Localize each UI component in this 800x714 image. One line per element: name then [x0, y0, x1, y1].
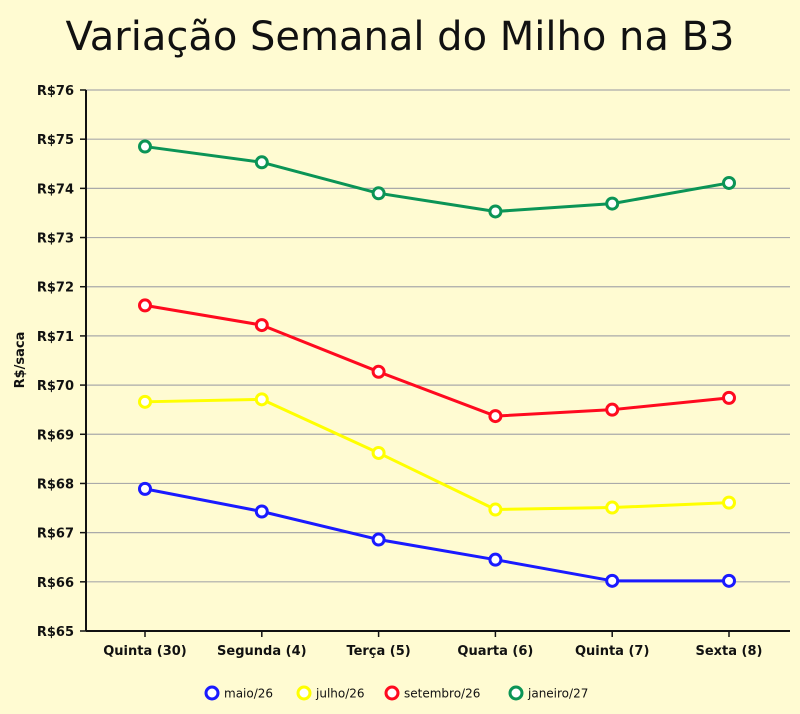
data-point	[254, 318, 269, 333]
legend-item: maio/26	[204, 685, 273, 701]
data-point	[371, 445, 386, 460]
series-julho-26	[138, 392, 736, 517]
series-line	[144, 397, 730, 512]
y-tick-labels: R$65 R$66 R$67 R$68 R$69 R$70 R$71 R$72 R$73 R$74…	[37, 84, 74, 640]
legend-item: setembro/26	[384, 685, 480, 701]
y-axis-title: R$/saca	[13, 332, 28, 389]
series-setembro-26	[138, 298, 736, 424]
data-point	[605, 573, 620, 588]
data-point	[722, 573, 736, 588]
series-group	[138, 139, 736, 588]
y-tick-label: R$70	[37, 379, 74, 394]
legend-marker	[296, 685, 312, 701]
data-point	[138, 394, 152, 409]
data-point	[254, 392, 269, 407]
data-point	[722, 390, 736, 405]
y-tick-label: R$67	[37, 527, 74, 542]
x-tick-labels: Quinta (30) Segunda (4) Terça (5) Quarta (6…	[103, 644, 762, 659]
data-point	[605, 196, 620, 211]
data-point	[488, 502, 503, 517]
legend-label: janeiro/27	[527, 687, 588, 701]
x-tick-label: Quinta (7)	[575, 644, 649, 659]
y-tick-label: R$76	[37, 84, 74, 99]
data-point	[254, 504, 269, 519]
data-point	[605, 500, 620, 515]
data-point	[605, 402, 620, 417]
data-point	[488, 409, 503, 424]
legend: maio/26 julho/26 setembro/26 janeiro/27	[204, 685, 588, 701]
legend-item: julho/26	[296, 685, 365, 701]
y-tick-label: R$71	[37, 330, 74, 345]
y-tick-label: R$72	[37, 281, 74, 296]
data-point	[138, 298, 152, 313]
data-point	[488, 552, 503, 567]
legend-label: maio/26	[224, 687, 273, 701]
y-tick-label: R$74	[37, 182, 74, 197]
data-point	[371, 532, 386, 547]
data-point	[371, 364, 386, 379]
legend-label: julho/26	[315, 687, 365, 701]
data-point	[722, 495, 736, 510]
legend-marker	[384, 685, 400, 701]
x-tick-label: Quinta (30)	[103, 644, 187, 659]
data-point	[138, 481, 152, 496]
data-point	[138, 139, 152, 154]
legend-label: setembro/26	[404, 687, 480, 701]
series-line	[144, 145, 730, 213]
data-point	[371, 186, 386, 201]
y-tick-label: R$75	[37, 133, 74, 148]
series-line	[144, 303, 730, 418]
y-tick-label: R$65	[37, 625, 74, 640]
y-tick-label: R$73	[37, 232, 74, 247]
series-maio-26	[138, 481, 736, 588]
legend-marker	[508, 685, 524, 701]
series-janeiro-27	[138, 139, 736, 219]
data-point	[488, 204, 503, 219]
legend-marker	[204, 685, 220, 701]
data-point	[722, 175, 736, 190]
legend-item: janeiro/27	[508, 685, 588, 701]
y-tick-label: R$68	[37, 477, 74, 492]
axes	[80, 89, 790, 637]
grid-lines	[86, 89, 790, 632]
series-line	[144, 487, 729, 583]
y-tick-label: R$69	[37, 428, 74, 443]
data-point	[254, 155, 269, 170]
chart-title: Variação Semanal do Milho na B3	[65, 14, 735, 60]
x-tick-label: Quarta (6)	[457, 644, 533, 659]
x-tick-label: Sexta (8)	[695, 644, 762, 659]
x-tick-label: Segunda (4)	[217, 644, 307, 659]
y-tick-label: R$66	[37, 576, 74, 591]
x-tick-label: Terça (5)	[346, 644, 410, 659]
